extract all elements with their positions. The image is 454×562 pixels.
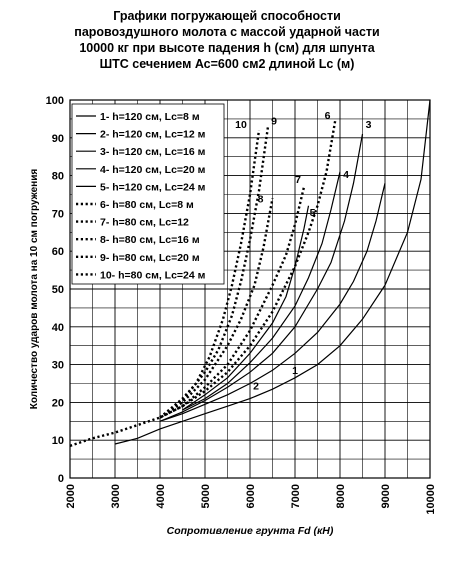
curve-label-7: 7 <box>295 174 301 186</box>
curve-label-2: 2 <box>253 381 259 393</box>
legend-box <box>71 103 225 285</box>
x-tick-label: 2000 <box>65 484 77 508</box>
curve-label-9: 9 <box>271 115 277 127</box>
y-tick-label: 70 <box>52 208 64 220</box>
series-line-1 <box>114 99 431 445</box>
legend-entry-label: 3- h=120 см, Lc=16 м <box>100 146 206 158</box>
curve-label-4: 4 <box>343 169 349 181</box>
chart-title-line-4: ШТС сечением Ас=600 см2 длиной Lc (м) <box>99 57 355 71</box>
curve-labels: 1 2 3 4 5 6 7 8 9 10 <box>235 110 371 393</box>
x-tick-label: 9000 <box>380 484 392 508</box>
y-tick-label: 50 <box>52 284 64 296</box>
x-tick-label: 6000 <box>245 484 257 508</box>
curve-label-3: 3 <box>366 119 372 131</box>
y-tick-label: 10 <box>52 435 64 447</box>
series-line-5 <box>182 205 310 411</box>
legend: 1- h=120 см, Lc=8 м 2- h=120 см, Lc=12 м 3… <box>71 103 225 285</box>
legend-entry-label: 9- h=80 см, Lc=20 м <box>100 252 200 264</box>
y-tick-label: 20 <box>52 397 64 409</box>
x-tick-label: 3000 <box>110 484 122 508</box>
x-axis-label: Сопротивление грунта Fd (кН) <box>167 525 334 537</box>
x-tick-label: 5000 <box>200 484 212 508</box>
series-lines <box>69 99 431 448</box>
legend-entry-label: 6- h=80 см, Lc=8 м <box>100 199 194 211</box>
series-line-2 <box>159 183 386 422</box>
x-tick-label: 10000 <box>425 484 437 515</box>
series-line-8 <box>159 198 274 419</box>
plot-frame <box>69 99 431 479</box>
series-line-10 <box>159 130 261 419</box>
curve-label-10: 10 <box>235 119 247 131</box>
y-tick-label: 40 <box>52 322 64 334</box>
series-line-7 <box>159 186 306 419</box>
series-line-6 <box>69 118 337 448</box>
y-tick-label: 90 <box>52 133 64 145</box>
y-tick-label: 0 <box>58 473 64 485</box>
y-tick-label: 30 <box>52 360 64 372</box>
legend-entry-label: 8- h=80 см, Lc=16 м <box>100 234 200 246</box>
legend-entry-label: 2- h=120 см, Lc=12 м <box>100 129 206 141</box>
curve-label-6: 6 <box>325 110 331 122</box>
y-tick-label: 60 <box>52 246 64 258</box>
x-tick-label: 4000 <box>155 484 167 508</box>
legend-entry-label: 1- h=120 см, Lc=8 м <box>100 111 200 123</box>
legend-entry-label: 4- h=120 см, Lc=20 м <box>100 164 206 176</box>
y-tick-label: 100 <box>46 95 64 107</box>
legend-entry-label: 10- h=80 см, Lc=24 м <box>100 269 206 281</box>
y-tick-label: 80 <box>52 171 64 183</box>
series-line-3 <box>159 133 364 422</box>
x-tick-label: 8000 <box>335 484 347 508</box>
chart-title: Графики погружающей способности паровозд… <box>0 8 454 72</box>
curve-label-5: 5 <box>310 207 316 219</box>
chart-title-line-3: 10000 кг при высоте падения h (см) для ш… <box>79 41 375 55</box>
legend-entry-label: 5- h=120 см, Lc=24 м <box>100 181 206 193</box>
curve-label-8: 8 <box>258 193 264 205</box>
y-axis-label: Количество ударов молота на 10 см погруж… <box>29 169 40 410</box>
chart-title-line-2: паровоздушного молота с массой ударной ч… <box>74 25 380 39</box>
curve-label-1: 1 <box>292 365 298 377</box>
tick-labels: 0 10 20 30 40 50 60 70 80 90 100 2000 3000 4000 5000 60… <box>46 95 437 515</box>
series-line-4 <box>182 171 341 411</box>
x-tick-label: 7000 <box>290 484 302 508</box>
legend-entry-label: 7- h=80 см, Lc=12 <box>100 217 189 229</box>
chart-title-line-1: Графики погружающей способности <box>113 9 341 23</box>
